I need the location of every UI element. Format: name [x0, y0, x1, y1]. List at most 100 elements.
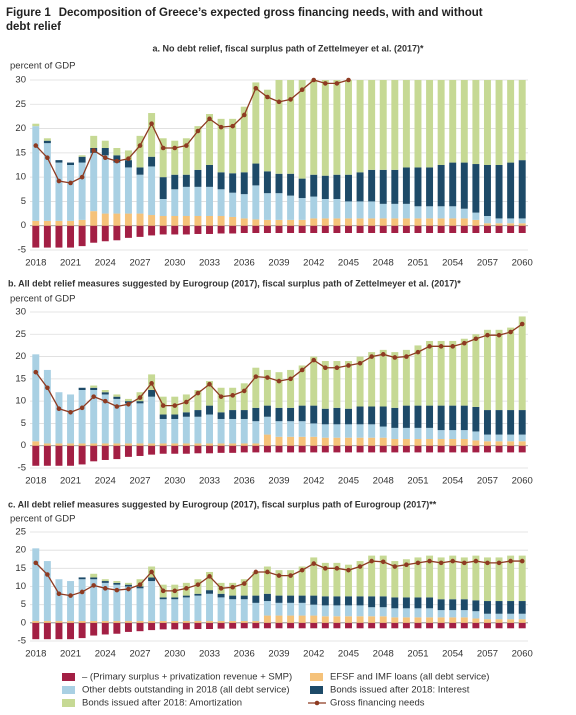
bar-segment	[321, 199, 329, 219]
bar-segment	[460, 557, 468, 600]
y-axis-label: percent of GDP	[10, 294, 75, 305]
bar-segment	[495, 218, 503, 224]
y-tick-label: 20	[15, 351, 26, 362]
bar-segment	[368, 406, 376, 425]
bar-segment	[368, 218, 376, 226]
bar-segment	[124, 167, 132, 214]
line-point	[346, 77, 351, 83]
bar-segment	[368, 616, 376, 623]
bar-segment	[78, 225, 86, 247]
bar-segment	[217, 443, 225, 446]
legend-label: Other debts outstanding in 2018 (all deb…	[82, 685, 290, 696]
bar-segment	[263, 445, 271, 453]
bar-segment	[333, 437, 341, 446]
bar-segment	[43, 621, 51, 623]
bar-segment	[55, 443, 63, 446]
bar-segment	[240, 445, 248, 453]
bar-segment	[321, 225, 329, 233]
bar-segment	[136, 403, 144, 444]
bar-segment	[472, 80, 480, 165]
bar-segment	[333, 596, 341, 606]
bar-segment	[321, 218, 329, 226]
bar-segment	[449, 340, 457, 406]
bar-segment	[449, 218, 457, 226]
bar-segment	[356, 561, 364, 597]
x-tick-label: 2054	[442, 476, 463, 487]
bar-segment	[124, 150, 132, 161]
line	[35, 79, 349, 184]
bar-segment	[483, 80, 491, 165]
bar-segment	[321, 562, 329, 597]
bar-segment	[402, 597, 410, 609]
bar-segment	[206, 216, 213, 226]
bar-segment	[449, 445, 457, 453]
bar-segment	[159, 597, 167, 600]
y-tick-label: 10	[15, 581, 26, 592]
bar-segment	[32, 354, 40, 442]
bar-segment	[217, 597, 225, 622]
bar-segment	[275, 407, 283, 422]
bar-segment	[171, 597, 179, 600]
bar-segment	[101, 622, 109, 635]
bar-segment	[518, 160, 526, 219]
bar-segment	[495, 225, 503, 233]
line-point	[265, 569, 270, 575]
y-axis-label: percent of GDP	[10, 61, 75, 72]
bar-segment	[206, 590, 213, 594]
x-tick-label: 2018	[25, 476, 46, 487]
x-tick-label: 2048	[373, 476, 394, 487]
line-point	[450, 558, 456, 564]
bar-segment	[32, 622, 40, 640]
bar-segment	[310, 595, 318, 605]
line-point	[207, 116, 212, 122]
bar-segment	[206, 621, 213, 623]
bar-segment	[206, 381, 213, 406]
bar-segment	[171, 225, 179, 235]
bar-segment	[368, 437, 376, 446]
y-tick-label: -5	[18, 463, 26, 474]
bar-segment	[507, 162, 515, 219]
line-point	[415, 349, 421, 355]
line-point	[160, 403, 166, 408]
bar-segment	[229, 445, 237, 453]
bar-segment	[426, 555, 434, 598]
bar-segment	[507, 225, 515, 233]
bar-segment	[252, 571, 260, 596]
bar-segment	[217, 418, 225, 444]
bar-segment	[414, 345, 422, 406]
line-point	[473, 558, 479, 564]
bar-segment	[449, 405, 457, 431]
bar-segment	[345, 622, 352, 629]
bar-segment	[67, 225, 75, 248]
x-tick-label: 2027	[129, 258, 150, 269]
bar-segment	[507, 80, 515, 163]
bar-segment	[78, 443, 86, 446]
bar-segment	[495, 441, 503, 446]
bar-segment	[229, 192, 237, 217]
bar-segment	[310, 80, 318, 175]
bar-segment	[402, 218, 410, 226]
x-tick-label: 2024	[95, 649, 116, 660]
bar-segment	[460, 617, 468, 623]
bar-segment	[240, 579, 248, 596]
bar-segment	[287, 219, 295, 226]
line-point	[346, 567, 351, 573]
bar-segment	[136, 135, 144, 168]
legend-swatch	[62, 686, 75, 694]
bar-segment	[182, 138, 190, 175]
bar-segment	[32, 445, 40, 466]
line-point	[102, 586, 108, 591]
bar-segment	[437, 165, 445, 207]
bar-segment	[391, 445, 399, 453]
bar-segment	[426, 340, 434, 406]
line-point	[334, 566, 340, 571]
y-tick-label: 15	[15, 147, 26, 158]
bar-segment	[460, 208, 468, 219]
bar-segment	[275, 595, 283, 603]
bar-segment	[333, 445, 341, 453]
bar-segment	[182, 186, 190, 216]
line-point	[230, 123, 235, 129]
x-tick-label: 2021	[60, 649, 81, 660]
bar-segment	[124, 225, 132, 238]
bar-segment	[252, 82, 260, 164]
